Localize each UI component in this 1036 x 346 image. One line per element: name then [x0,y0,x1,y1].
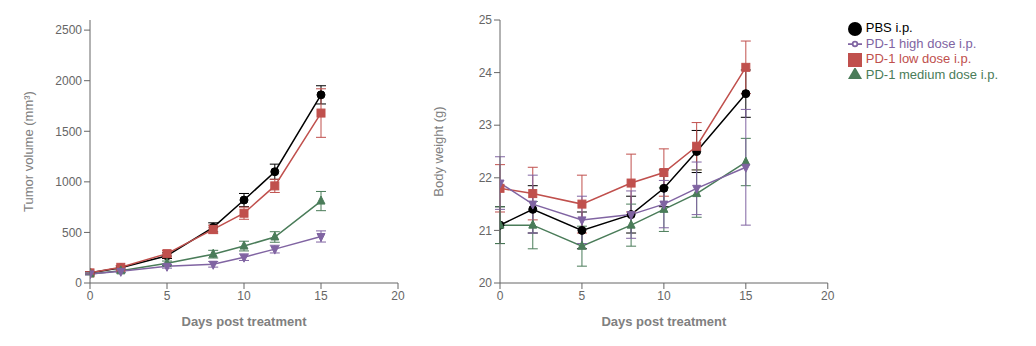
svg-text:20: 20 [479,276,493,290]
html-text:PD-1 medium dose i.p.: PD-1 medium dose i.p. [865,66,998,82]
svg-text:500: 500 [62,226,82,240]
svg-text:5: 5 [164,289,171,303]
svg-text:2500: 2500 [55,23,82,37]
html-text:PD-1 low dose i.p.: PD-1 low dose i.p. [865,51,972,67]
svg-text:2000: 2000 [55,74,82,88]
svg-text:5: 5 [579,289,586,303]
svg-text:23: 23 [479,118,493,132]
svg-text:22: 22 [479,171,493,185]
svg-text:0: 0 [497,289,504,303]
svg-text:20: 20 [821,289,835,303]
svg-text:1500: 1500 [55,125,82,139]
svg-text:21: 21 [479,224,493,238]
svg-text:0: 0 [87,289,94,303]
svg-text:25: 25 [479,13,493,27]
svg-text:0: 0 [75,276,82,290]
html-text:PBS i.p.: PBS i.p. [865,20,913,35]
svg-text:20: 20 [391,289,405,303]
svg-text:24: 24 [479,66,493,80]
svg-text:Days post treatment: Days post treatment [601,314,727,329]
svg-text:10: 10 [237,289,251,303]
svg-text:Body weight (g): Body weight (g) [431,106,446,196]
svg-text:Days post treatment: Days post treatment [182,314,308,329]
svg-text:10: 10 [657,289,671,303]
svg-text:15: 15 [314,289,328,303]
html-text:PD-1 high dose i.p.: PD-1 high dose i.p. [865,35,977,51]
svg-text:1000: 1000 [55,175,82,189]
svg-text:Tumor volume (mm³): Tumor volume (mm³) [21,91,36,212]
svg-text:15: 15 [739,289,753,303]
